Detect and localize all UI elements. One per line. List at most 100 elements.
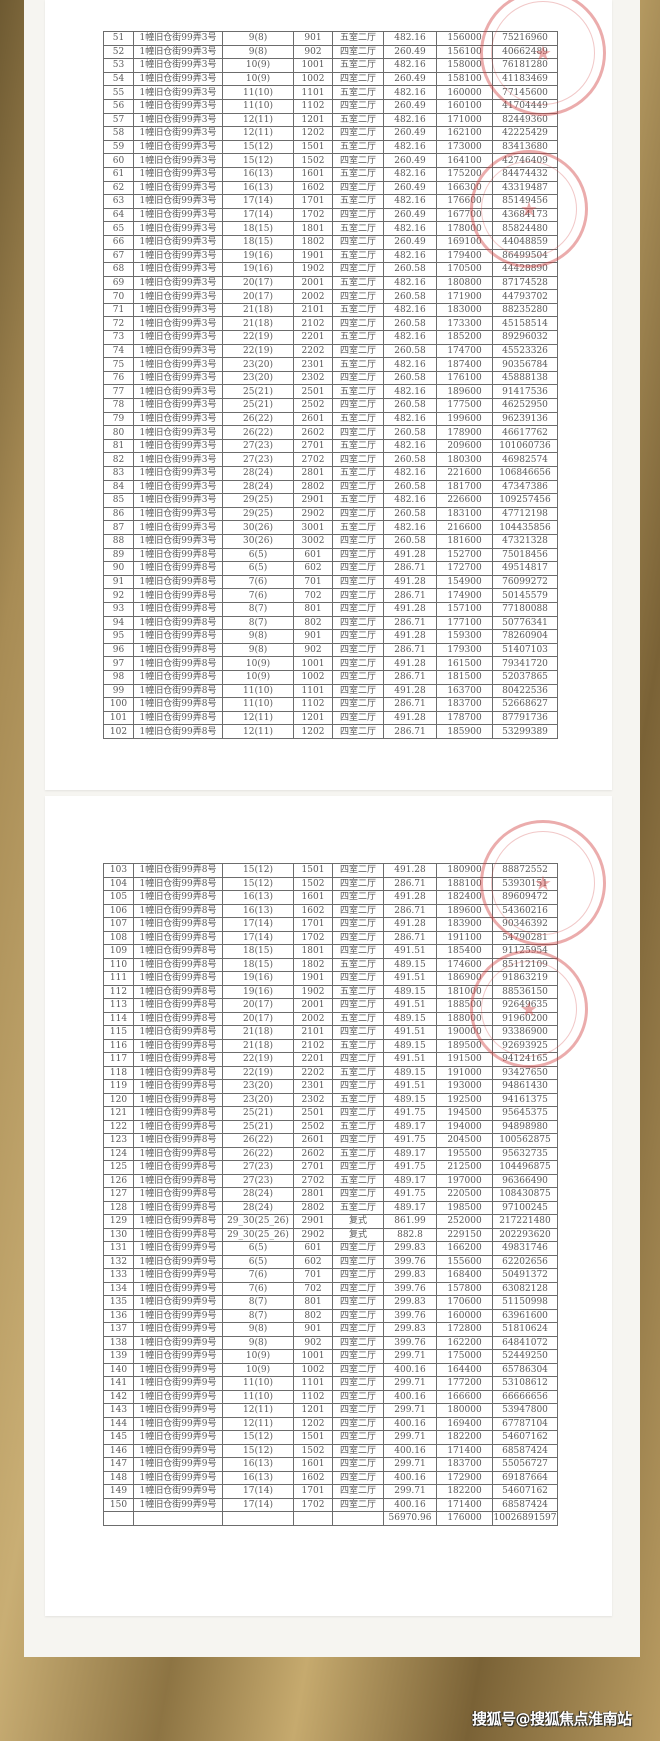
cell-room-number: 2801 xyxy=(293,466,333,481)
cell-floor: 18(15) xyxy=(222,234,294,250)
cell-area: 882.8 xyxy=(383,1227,437,1242)
table-row: 79 1幢旧仓街99弄3号 26(22) 2601 五室二厅 482.16 199600 96… xyxy=(103,411,558,427)
cell-area: 299.71 xyxy=(383,1376,437,1391)
cell-unit-price: 181600 xyxy=(436,533,493,549)
cell-room-number: 1702 xyxy=(293,930,333,945)
cell-layout: 五室二厅 xyxy=(332,957,384,972)
cell-row-number: 120 xyxy=(103,1092,134,1107)
table-row: 89 1幢旧仓街99弄8号 6(5) 601 四室二厅 491.28 152700 75018… xyxy=(103,547,558,563)
cell-layout: 四室二厅 xyxy=(332,1106,384,1121)
cell-unit-price: 204500 xyxy=(436,1133,493,1148)
table-row: 127 1幢旧仓街99弄8号 28(24) 2801 四室二厅 491.75 220500 1… xyxy=(103,1187,558,1202)
cell-building: 1幢旧仓街99弄9号 xyxy=(133,1376,223,1391)
cell-total-price: 88872552 xyxy=(492,863,558,878)
cell-floor: 8(7) xyxy=(222,615,294,631)
cell-building: 1幢旧仓街99弄3号 xyxy=(133,466,223,481)
cell-floor: 12(11) xyxy=(222,126,294,141)
cell-unit-price: 160000 xyxy=(436,85,493,100)
cell-row-number: 98 xyxy=(103,669,134,685)
cell-layout: 四室二厅 xyxy=(332,1484,384,1499)
cell-building: 1幢旧仓街99弄8号 xyxy=(133,903,223,918)
cell-row-number: 78 xyxy=(103,398,134,413)
cell-room-number: 1901 xyxy=(293,248,333,264)
cell-area: 482.16 xyxy=(383,493,437,508)
cell-building: 1幢旧仓街99弄9号 xyxy=(133,1430,223,1445)
cell-building: 1幢旧仓街99弄8号 xyxy=(133,971,223,986)
cell-building: 1幢旧仓街99弄8号 xyxy=(133,697,223,712)
cell-area: 260.58 xyxy=(383,452,437,467)
cell-building: 1幢旧仓街99弄8号 xyxy=(133,890,223,905)
cell-area: 286.71 xyxy=(383,724,437,739)
cell-room-number: 601 xyxy=(293,547,333,563)
cell-unit-price: 158100 xyxy=(436,71,493,87)
cell-floor: 10(9) xyxy=(222,656,294,671)
cell-total-price: 44793702 xyxy=(492,289,558,304)
table-row: 146 1幢旧仓街99弄9号 15(12) 1502 四室二厅 400.16 171400 6… xyxy=(103,1443,558,1458)
cell-building: 1幢旧仓街99弄9号 xyxy=(133,1241,223,1256)
cell-total-price: 45888138 xyxy=(492,370,558,386)
table-row: 148 1幢旧仓街99弄9号 16(13) 1602 四室二厅 400.16 172900 6… xyxy=(103,1470,558,1485)
table-row: 133 1幢旧仓街99弄9号 7(6) 701 四室二厅 299.83 168400 5049… xyxy=(103,1268,558,1283)
cell-unit-price: 188500 xyxy=(436,998,493,1013)
cell-total-price: 76181280 xyxy=(492,58,558,73)
table-row: 120 1幢旧仓街99弄8号 23(20) 2302 五室二厅 489.15 192500 9… xyxy=(103,1092,558,1107)
cell-area: 489.17 xyxy=(383,1119,437,1134)
cell-layout: 四室二厅 xyxy=(332,1389,384,1404)
cell-room-number: 1902 xyxy=(293,984,333,999)
cell-area: 286.71 xyxy=(383,903,437,918)
cell-total-price: 90346392 xyxy=(492,917,558,932)
cell-layout: 四室二厅 xyxy=(332,1376,384,1391)
table-row: 64 1幢旧仓街99弄3号 17(14) 1702 四室二厅 260.49 167700 43… xyxy=(103,207,558,223)
cell-unit-price: 171400 xyxy=(436,1443,493,1458)
cell-room-number: 2602 xyxy=(293,1146,333,1161)
cell-floor: 28(24) xyxy=(222,1200,294,1215)
cell-layout: 四室二厅 xyxy=(332,425,384,440)
cell-room-number: 1602 xyxy=(293,903,333,918)
table-row: 106 1幢旧仓街99弄8号 16(13) 1602 四室二厅 286.71 189600 5… xyxy=(103,903,558,918)
cell-row-number: 97 xyxy=(103,656,134,671)
cell-building: 1幢旧仓街99弄3号 xyxy=(133,343,223,359)
cell-building: 1幢旧仓街99弄9号 xyxy=(133,1268,223,1283)
table-row: 101 1幢旧仓街99弄8号 12(11) 1201 四室二厅 491.28 178700 8… xyxy=(103,710,558,726)
table-row: 55 1幢旧仓街99弄3号 11(10) 1101 五室二厅 482.16 160000 77… xyxy=(103,85,558,100)
cell-row-number: 110 xyxy=(103,957,134,972)
table-row: 71 1幢旧仓街99弄3号 21(18) 2101 五室二厅 482.16 183000 88… xyxy=(103,302,558,318)
cell-building: 1幢旧仓街99弄8号 xyxy=(133,1079,223,1094)
cell-floor: 16(13) xyxy=(222,890,294,905)
cell-building: 1幢旧仓街99弄8号 xyxy=(133,601,223,617)
table-row: 74 1幢旧仓街99弄3号 22(19) 2202 四室二厅 260.58 174700 45… xyxy=(103,343,558,359)
cell-room-number: 2202 xyxy=(293,343,333,359)
cell-unit-price: 178900 xyxy=(436,425,493,440)
cell-area: 489.15 xyxy=(383,1065,437,1080)
cell-unit-price: 164400 xyxy=(436,1362,493,1377)
cell-unit-price: 162200 xyxy=(436,1335,493,1350)
cell-room-number: 2702 xyxy=(293,1173,333,1188)
cell-row-number: 103 xyxy=(103,863,134,878)
cell-area: 260.58 xyxy=(383,506,437,522)
cell-layout: 四室二厅 xyxy=(332,98,384,114)
cell-row-number: 82 xyxy=(103,452,134,467)
cell-row-number: 90 xyxy=(103,561,134,576)
cell-area: 491.75 xyxy=(383,1133,437,1148)
cell-layout: 五室二厅 xyxy=(332,330,384,345)
cell-floor: 10(9) xyxy=(222,58,294,73)
cell-layout: 四室二厅 xyxy=(332,1457,384,1472)
cell-area: 491.28 xyxy=(383,890,437,905)
cell-total-price: 46252950 xyxy=(492,398,558,413)
cell-area: 299.83 xyxy=(383,1295,437,1310)
cell-total-price: 44428890 xyxy=(492,262,558,277)
cell-unit-price: 179400 xyxy=(436,248,493,264)
cell-row-number: 126 xyxy=(103,1173,134,1188)
cell-row-number: 105 xyxy=(103,890,134,905)
cell-total-price: 44048859 xyxy=(492,234,558,250)
cell-total-price: 42746409 xyxy=(492,153,558,168)
cell-layout: 四室二厅 xyxy=(332,1254,384,1269)
cell-total-price: 46982574 xyxy=(492,452,558,467)
cell-building: 1幢旧仓街99弄8号 xyxy=(133,1133,223,1148)
cell-unit-price: 154900 xyxy=(436,574,493,590)
table-row: 149 1幢旧仓街99弄9号 17(14) 1701 四室二厅 299.71 182200 5… xyxy=(103,1484,558,1499)
cell-room-number: 702 xyxy=(293,588,333,603)
cell-floor: 20(17) xyxy=(222,275,294,291)
cell-total-price: 79341720 xyxy=(492,656,558,671)
cell-unit-price: 185900 xyxy=(436,724,493,739)
